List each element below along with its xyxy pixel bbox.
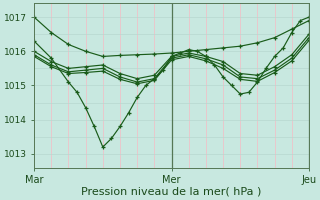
X-axis label: Pression niveau de la mer( hPa ): Pression niveau de la mer( hPa ) — [81, 187, 262, 197]
